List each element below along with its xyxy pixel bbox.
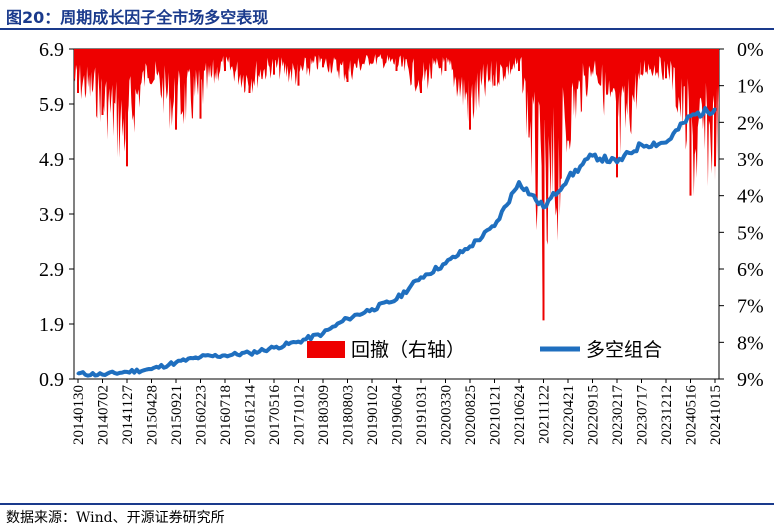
x-tick-label: 20220915 bbox=[586, 385, 602, 445]
title-rule bbox=[0, 28, 774, 30]
left-tick-label: 4.9 bbox=[39, 149, 64, 171]
right-tick-label: 1% bbox=[737, 76, 764, 98]
portfolio-point bbox=[713, 107, 717, 111]
x-tick-label: 20220421 bbox=[561, 385, 577, 445]
portfolio-point bbox=[297, 340, 300, 344]
x-tick-label: 20210121 bbox=[488, 385, 504, 445]
portfolio-point bbox=[591, 154, 594, 158]
portfolio-point bbox=[76, 372, 80, 375]
x-tick-label: 20160718 bbox=[218, 385, 234, 445]
portfolio-point bbox=[664, 141, 668, 144]
x-tick-label: 20230717 bbox=[635, 385, 651, 446]
x-tick-label: 20230217 bbox=[610, 385, 626, 446]
x-tick-label: 20211122 bbox=[537, 385, 553, 444]
x-tick-label: 20210624 bbox=[512, 385, 528, 446]
right-tick-label: 3% bbox=[737, 149, 764, 171]
portfolio-point bbox=[150, 367, 153, 371]
portfolio-point bbox=[419, 275, 423, 279]
x-tick-label: 20231212 bbox=[659, 385, 675, 445]
left-tick-label: 1.9 bbox=[39, 314, 64, 336]
portfolio-point bbox=[640, 143, 643, 147]
x-axis: 20140130 20140702 20141127 20150428 20150921… bbox=[71, 379, 724, 445]
portfolio-point bbox=[689, 114, 692, 118]
portfolio-line bbox=[77, 106, 717, 378]
right-tick-label: 0% bbox=[737, 39, 764, 61]
left-tick-label: 2.9 bbox=[39, 259, 64, 281]
portfolio-point bbox=[125, 370, 129, 374]
portfolio-point bbox=[566, 176, 570, 180]
x-tick-label: 20170516 bbox=[267, 385, 283, 446]
left-axis: 6.9 5.9 4.9 3.9 2.9 1.9 0.9 bbox=[39, 39, 74, 391]
x-tick-label: 20200330 bbox=[439, 385, 455, 445]
portfolio-point bbox=[174, 361, 178, 364]
portfolio-point bbox=[542, 205, 545, 209]
portfolio-point bbox=[346, 317, 349, 320]
legend-drawdown-label: 回撤（右轴） bbox=[351, 339, 465, 361]
portfolio-point bbox=[101, 373, 104, 377]
drawdown-area bbox=[74, 49, 719, 318]
portfolio-series bbox=[76, 106, 717, 378]
left-tick-label: 5.9 bbox=[39, 94, 64, 116]
right-tick-label: 6% bbox=[737, 259, 764, 281]
x-tick-label: 20190102 bbox=[365, 385, 381, 445]
portfolio-point bbox=[223, 353, 227, 357]
x-tick-label: 20191031 bbox=[414, 385, 430, 445]
x-tick-label: 20140130 bbox=[71, 385, 87, 445]
portfolio-point bbox=[444, 262, 447, 265]
x-tick-label: 20240516 bbox=[684, 385, 700, 446]
right-tick-label: 2% bbox=[737, 112, 764, 134]
portfolio-point bbox=[468, 244, 472, 248]
x-tick-label: 20150428 bbox=[145, 385, 161, 445]
data-source: 数据来源：Wind、开源证券研究所 bbox=[6, 510, 225, 526]
x-tick-label: 20160223 bbox=[194, 385, 210, 445]
right-tick-label: 5% bbox=[737, 222, 764, 244]
portfolio-point bbox=[248, 351, 251, 355]
x-tick-label: 20140702 bbox=[96, 385, 112, 445]
portfolio-point bbox=[493, 224, 496, 228]
left-tick-label: 3.9 bbox=[39, 204, 64, 226]
chart-title: 图20：周期成长因子全市场多空表现 bbox=[6, 8, 269, 27]
right-tick-label: 7% bbox=[737, 296, 764, 318]
portfolio-point bbox=[199, 355, 202, 359]
left-tick-label: 6.9 bbox=[39, 39, 64, 61]
portfolio-point bbox=[517, 180, 521, 184]
right-tick-label: 8% bbox=[737, 332, 764, 354]
legend: 回撤（右轴） 多空组合 bbox=[307, 339, 662, 361]
right-axis: 0% 1% 2% 3% 4% 5% 6% 7% 8% 9% bbox=[719, 39, 764, 391]
right-tick-label: 9% bbox=[737, 369, 764, 391]
portfolio-point bbox=[370, 307, 374, 311]
x-tick-label: 20200825 bbox=[463, 385, 479, 445]
drawdown-series bbox=[74, 49, 719, 321]
portfolio-point bbox=[395, 297, 398, 301]
portfolio-point bbox=[272, 346, 276, 350]
right-tick-label: 4% bbox=[737, 186, 764, 208]
left-tick-label: 0.9 bbox=[39, 369, 64, 391]
x-tick-label: 20180309 bbox=[316, 385, 332, 445]
x-tick-label: 20150921 bbox=[169, 385, 185, 445]
x-tick-label: 20180803 bbox=[341, 385, 357, 445]
x-tick-label: 20141127 bbox=[120, 385, 136, 445]
portfolio-point bbox=[615, 160, 619, 164]
x-tick-label: 20241015 bbox=[708, 385, 724, 445]
footer-rule bbox=[0, 503, 774, 505]
legend-portfolio-label: 多空组合 bbox=[586, 339, 662, 361]
x-tick-label: 20190604 bbox=[390, 385, 406, 446]
legend-drawdown-swatch bbox=[307, 341, 345, 358]
x-tick-label: 20161214 bbox=[243, 385, 259, 446]
portfolio-point bbox=[321, 331, 325, 335]
x-tick-label: 20171012 bbox=[292, 385, 308, 445]
